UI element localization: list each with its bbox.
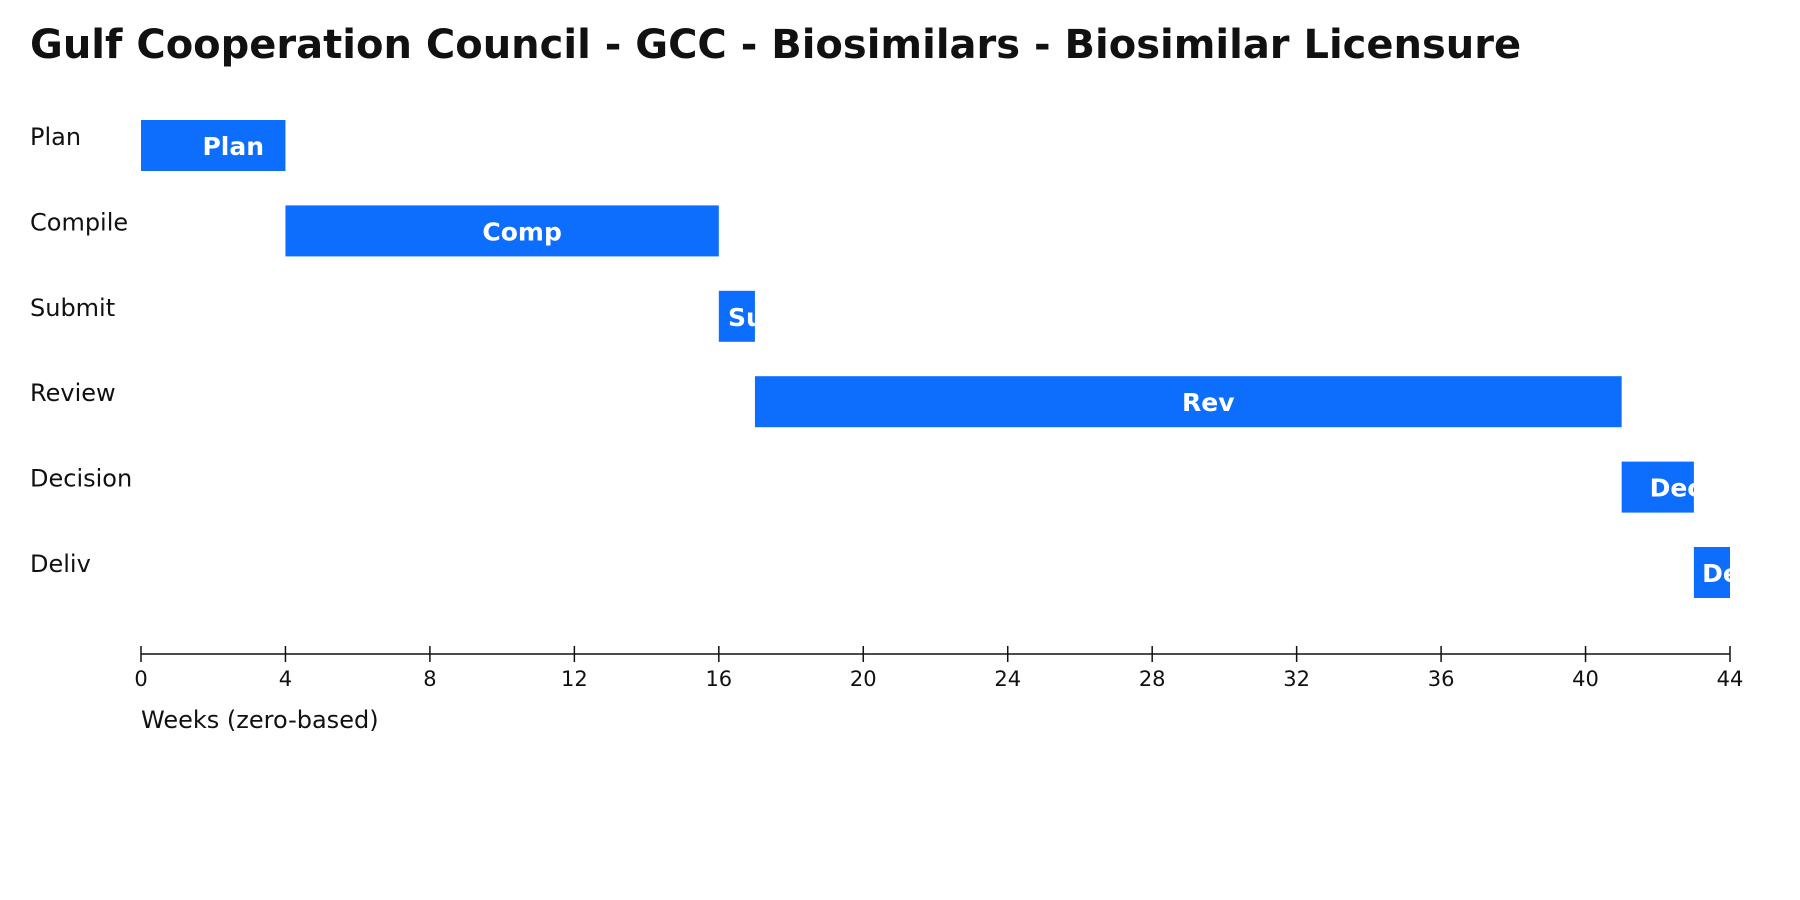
x-tick-label: 28 — [1139, 667, 1166, 691]
row-label: Review — [30, 379, 116, 407]
x-tick-label: 12 — [561, 667, 588, 691]
bar — [285, 205, 719, 257]
x-tick-label: 36 — [1428, 667, 1455, 691]
bar — [141, 120, 286, 171]
x-tick-label: 24 — [994, 667, 1021, 691]
row-label: Decision — [30, 465, 132, 493]
row-label: Plan — [30, 123, 81, 151]
bar-label: Rev — [1182, 388, 1235, 417]
bar-label: Comp — [482, 217, 561, 246]
chart-title: Gulf Cooperation Council - GCC - Biosimi… — [30, 22, 1521, 68]
x-tick-label: 4 — [279, 667, 292, 691]
bar — [1693, 547, 1730, 598]
x-tick-label: 20 — [850, 667, 877, 691]
x-tick-label: 32 — [1283, 667, 1310, 691]
bar-label: De — [1702, 559, 1740, 588]
x-tick-label: 40 — [1572, 667, 1599, 691]
x-tick-label: 0 — [134, 667, 147, 691]
row-label: Deliv — [30, 550, 91, 578]
x-axis-label: Weeks (zero-based) — [141, 706, 379, 734]
bar-label: Plan — [202, 132, 264, 161]
row-label: Submit — [30, 294, 115, 322]
x-tick-label: 16 — [705, 667, 732, 691]
bar — [754, 376, 1622, 428]
x-tick-label: 8 — [423, 667, 436, 691]
bar — [1621, 461, 1694, 513]
bar-label: Su — [728, 303, 764, 332]
x-tick-label: 44 — [1717, 667, 1744, 691]
row-label: Compile — [30, 208, 128, 236]
bar — [718, 290, 755, 342]
bar-label: Dec — [1650, 474, 1703, 503]
